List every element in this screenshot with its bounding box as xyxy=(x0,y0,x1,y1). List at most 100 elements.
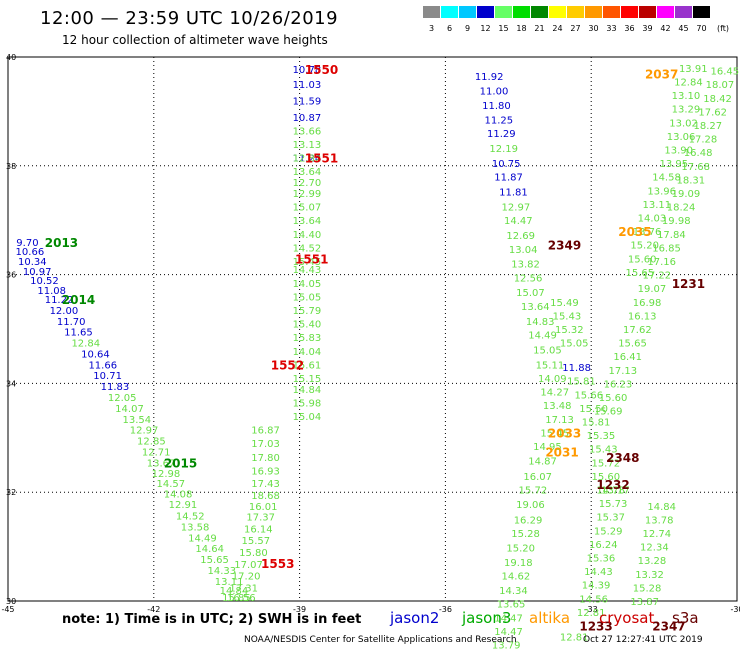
wave-height-value: 17.07 xyxy=(234,560,263,571)
wave-height-value: 14.52 xyxy=(176,512,205,523)
pass-time-label: 1551 xyxy=(295,252,328,266)
wave-height-value: 15.29 xyxy=(594,526,623,537)
wave-height-value: 17.62 xyxy=(698,107,727,118)
legend-s3a: s3a xyxy=(672,609,699,627)
wave-height-value: 15.57 xyxy=(242,536,271,547)
wave-height-value: 15.50 xyxy=(579,404,608,415)
scale-swatch xyxy=(423,6,440,18)
pass-time-label: 2014 xyxy=(62,293,95,307)
pass-time-label: 1233 xyxy=(579,619,612,633)
scale-label: 36 xyxy=(624,24,635,33)
scale-unit: (ft) xyxy=(716,24,730,33)
wave-height-value: 14.84 xyxy=(293,385,322,396)
scale-label: 15 xyxy=(498,24,509,33)
wave-height-value: 19.98 xyxy=(662,216,691,227)
wave-height-value: 13.48 xyxy=(543,401,572,412)
wave-height-value: 13.64 xyxy=(293,167,322,178)
wave-height-value: 15.72 xyxy=(591,458,620,469)
wave-height-value: 11.81 xyxy=(499,187,528,198)
wave-height-value: 13.76 xyxy=(633,227,662,238)
timestamp: Oct 27 12:27:41 UTC 2019 xyxy=(583,635,703,645)
wave-height-value: 14.43 xyxy=(584,567,613,578)
wave-height-value: 14.34 xyxy=(499,586,528,597)
wave-height-value: 16.48 xyxy=(684,148,713,159)
scale-label: 45 xyxy=(678,24,689,33)
wave-height-value: 15.05 xyxy=(293,292,322,303)
wave-height-value: 15.36 xyxy=(587,553,616,564)
wave-height-value: 12.82 xyxy=(293,154,322,165)
lon-tick-label: -33 xyxy=(585,605,598,614)
wave-height-value: 15.72 xyxy=(519,485,548,496)
wave-height-value: 12.84 xyxy=(674,77,703,88)
scale-label: 42 xyxy=(660,24,671,33)
wave-height-value: 14.43 xyxy=(293,265,322,276)
wave-height-value: 15.85 xyxy=(222,593,251,604)
wave-height-value: 11.83 xyxy=(101,382,130,393)
wave-height-value: 12.70 xyxy=(293,178,322,189)
wave-height-value: 15.37 xyxy=(596,513,625,524)
lat-tick-label: 40 xyxy=(6,53,16,62)
wave-height-value: 16.23 xyxy=(604,379,633,390)
wave-height-value: 16.56 xyxy=(227,593,256,604)
wave-height-value: 14.05 xyxy=(293,279,322,290)
wave-height-value: 12.84 xyxy=(71,339,100,350)
wave-height-value: 15.04 xyxy=(293,412,322,423)
wave-height-value: 14.47 xyxy=(494,627,523,638)
wave-height-value: 14.49 xyxy=(188,533,217,544)
wave-height-value: 13.64 xyxy=(521,302,550,313)
wave-height-value: 15.73 xyxy=(599,499,628,510)
wave-height-value: 15.79 xyxy=(293,306,322,317)
wave-height-value: 14.09 xyxy=(538,374,567,385)
wave-height-value: 19.18 xyxy=(504,558,533,569)
wave-height-value: 18.24 xyxy=(667,203,696,214)
pass-time-label: 2035 xyxy=(618,225,651,239)
pass-time-label: 2033 xyxy=(548,426,581,440)
wave-height-value: 13.10 xyxy=(672,91,701,102)
pass-time-label: 1553 xyxy=(261,557,294,571)
scale-label: 6 xyxy=(446,24,453,33)
wave-height-value: 14.64 xyxy=(195,544,224,555)
wave-height-value: 12.97 xyxy=(502,203,531,214)
wave-height-value: 17.22 xyxy=(642,271,671,282)
scale-label: 3 xyxy=(428,24,435,33)
wave-height-value: 15.61 xyxy=(293,360,322,371)
wave-height-value: 17.62 xyxy=(623,325,652,336)
wave-height-value: 18.68 xyxy=(251,491,280,502)
wave-height-value: 16.87 xyxy=(251,426,280,437)
wave-height-value: 11.65 xyxy=(64,328,93,339)
pass-time-label: 1552 xyxy=(271,358,304,372)
wave-height-value: 15.49 xyxy=(550,298,579,309)
wave-height-value: 9.70 xyxy=(16,238,38,249)
lon-tick-label: -39 xyxy=(293,605,306,614)
wave-height-value: 17.13 xyxy=(545,415,574,426)
wave-height-value: 10.66 xyxy=(16,247,45,258)
wave-height-value: 17.13 xyxy=(608,366,637,377)
wave-height-value: 13.95 xyxy=(659,159,688,170)
wave-height-value: 10.71 xyxy=(93,371,122,382)
wave-height-value: 18.31 xyxy=(677,175,706,186)
lon-tick-label: -36 xyxy=(439,605,452,614)
lon-tick-label: -30 xyxy=(730,605,740,614)
wave-height-value: 13.96 xyxy=(647,186,676,197)
scale-label: 70 xyxy=(696,24,707,33)
wave-height-value: 14.62 xyxy=(502,571,531,582)
wave-height-value: 17.80 xyxy=(251,453,280,464)
wave-height-value: 12.69 xyxy=(506,231,535,242)
wave-height-value: 15.80 xyxy=(239,548,268,559)
scale-label: 33 xyxy=(606,24,617,33)
wave-height-value: 13.87 xyxy=(630,597,659,608)
pass-time-label: 2348 xyxy=(606,451,639,465)
scale-swatch xyxy=(459,6,476,18)
wave-height-value: 14.52 xyxy=(293,243,322,254)
wave-height-value: 17.28 xyxy=(689,135,718,146)
wave-height-value: 13.67 xyxy=(147,458,176,469)
wave-height-value: 12.05 xyxy=(108,393,137,404)
wave-height-value: 14.08 xyxy=(164,489,193,500)
pass-time-label: 2015 xyxy=(164,456,197,470)
wave-height-value: 13.11 xyxy=(215,577,244,588)
wave-height-value: 15.28 xyxy=(511,529,540,540)
wave-height-value: 16.24 xyxy=(589,540,618,551)
wave-height-value: 15.40 xyxy=(293,320,322,331)
scale-label: 39 xyxy=(642,24,653,33)
pass-time-label: 2031 xyxy=(545,445,578,459)
